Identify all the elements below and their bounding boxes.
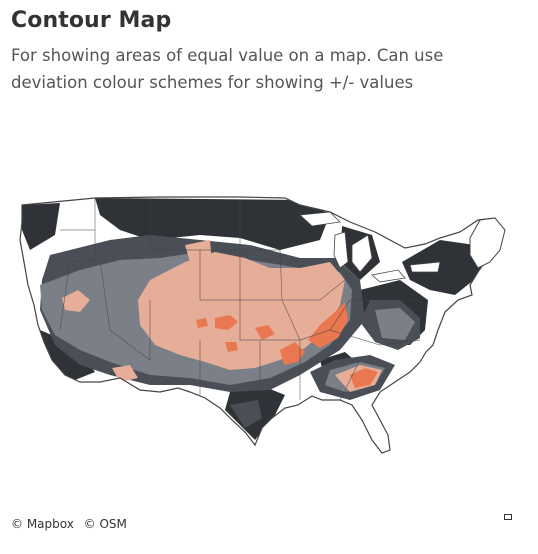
contour-layers (22, 198, 495, 440)
osm-attribution-link[interactable]: © OSM (83, 517, 127, 531)
page-subtitle: For showing areas of equal value on a ma… (11, 42, 531, 96)
map-attribution: © Mapbox © OSM (6, 515, 138, 533)
subtitle-line-2: deviation colour schemes for showing +/-… (11, 73, 414, 92)
mapbox-attribution-link[interactable]: © Mapbox (11, 517, 74, 531)
map-control-icon[interactable] (504, 514, 512, 520)
state-borders (59, 198, 421, 401)
northeast-outline (469, 217, 506, 269)
page-title: Contour Map (11, 8, 172, 33)
subtitle-line-1: For showing areas of equal value on a ma… (11, 46, 444, 65)
contour-level-5 (196, 302, 378, 388)
great-lakes (299, 211, 441, 283)
